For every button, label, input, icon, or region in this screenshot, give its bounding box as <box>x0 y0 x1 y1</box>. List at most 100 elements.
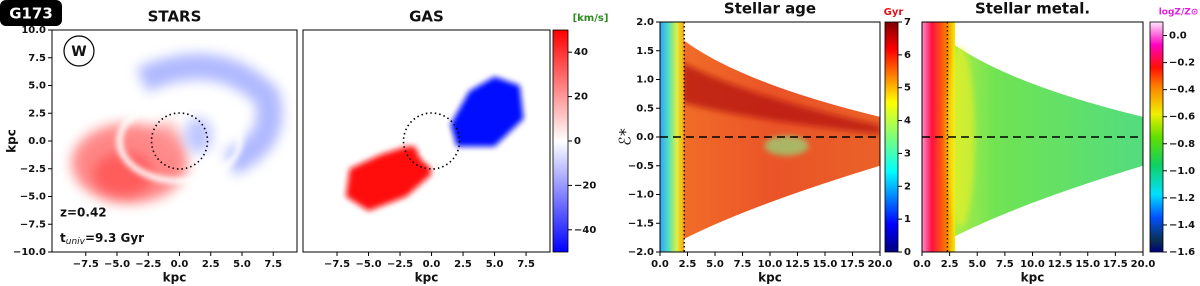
x-tick-label: 2.5 <box>454 259 472 270</box>
stars-blue-inner <box>184 117 213 154</box>
colorbar-tick-label: −1.6 <box>1169 247 1195 258</box>
colorbar-tick-label: 4 <box>904 116 911 127</box>
y-tick-label: 5.0 <box>28 81 46 92</box>
x-tick-label: 7.5 <box>996 259 1014 270</box>
map-layer <box>71 53 283 204</box>
x-axis-label: kpc <box>1021 271 1045 285</box>
y-tick-label: 0.0 <box>636 132 654 143</box>
colorbar-tick-label: 1 <box>904 214 911 225</box>
universe-age-part: univ <box>66 237 86 247</box>
colorbar-tick-label: −0.4 <box>1169 85 1195 96</box>
colorbar <box>1149 21 1164 253</box>
colorbar-tick-label: −20 <box>574 180 596 191</box>
x-tick-label: −5.0 <box>104 259 130 270</box>
axes-frame <box>302 29 551 253</box>
x-tick-label: 2.5 <box>202 259 220 270</box>
x-tick-label: 5.0 <box>968 259 986 270</box>
gas-white <box>415 117 448 165</box>
panel-title: GAS <box>409 8 444 26</box>
colorbar-tick-label: 40 <box>574 47 588 58</box>
x-tick-label: 5.0 <box>233 259 251 270</box>
x-tick-label: 20.0 <box>868 259 893 270</box>
y-tick-label: −2.0 <box>628 247 654 258</box>
colorbar-tick-label: −1.4 <box>1169 220 1195 231</box>
stars-white-ring <box>116 98 243 184</box>
badge-circle <box>63 35 95 67</box>
y-tick-label: 0.0 <box>28 136 46 147</box>
colorbar <box>552 29 569 253</box>
y-axis-label: kpc <box>5 129 19 153</box>
x-tick-label: 12.5 <box>785 259 810 270</box>
colorbar-tick-label: 3 <box>904 148 911 159</box>
redshift: z=0.42 <box>60 206 107 220</box>
y-tick-label: 10.0 <box>21 25 46 36</box>
colorbar <box>884 21 899 253</box>
universe-age-part: =9.3 Gyr <box>85 231 144 245</box>
colorbar-tick-label: 0 <box>574 136 581 147</box>
x-tick-label: 7.5 <box>734 259 752 270</box>
colorbar-tick-label: −40 <box>574 225 596 236</box>
y-tick-label: 0.5 <box>636 103 654 114</box>
y-tick-label: −5.0 <box>20 192 46 203</box>
y-tick-label: 1.5 <box>636 46 654 57</box>
x-axis-label: kpc <box>758 271 782 285</box>
x-tick-label: 10.0 <box>1020 259 1045 270</box>
age-green <box>764 135 809 156</box>
y-tick-label: −7.5 <box>20 219 46 230</box>
metal-yellow <box>946 47 975 227</box>
colorbar-tick-label: 7 <box>904 17 911 28</box>
universe-age: tuniv=9.3 Gyr <box>60 231 144 247</box>
y-tick-label: 2.5 <box>28 108 46 119</box>
colorbar-tick-label: 20 <box>574 92 588 103</box>
y-tick-label: −1.5 <box>628 218 654 229</box>
figure-label: G173 <box>9 5 53 23</box>
x-tick-label: −5.0 <box>355 259 381 270</box>
y-tick-label: 7.5 <box>28 53 46 64</box>
y-tick-label: 1.0 <box>636 75 654 86</box>
x-tick-label: 0.0 <box>171 259 189 270</box>
x-tick-label: −2.5 <box>135 259 161 270</box>
x-tick-label: 17.5 <box>1103 259 1128 270</box>
x-tick-label: 7.5 <box>517 259 535 270</box>
y-tick-label: −1.0 <box>628 190 654 201</box>
y-tick-label: −10.0 <box>13 247 46 258</box>
universe-age-part: t <box>60 231 66 245</box>
x-tick-label: 2.5 <box>679 259 697 270</box>
x-tick-label: 10.0 <box>758 259 783 270</box>
x-tick-label: 0.0 <box>913 259 931 270</box>
stars-red-inner <box>153 121 181 161</box>
y-tick-label: −2.5 <box>20 164 46 175</box>
x-tick-label: 7.5 <box>264 259 282 270</box>
x-tick-label: 5.0 <box>486 259 504 270</box>
colorbar-tick-label: −0.8 <box>1169 139 1195 150</box>
x-axis-label: kpc <box>415 271 439 285</box>
x-tick-label: 2.5 <box>941 259 959 270</box>
age-fan-top <box>682 62 880 135</box>
x-tick-label: 5.0 <box>706 259 724 270</box>
panel-title: Stellar metal. <box>975 0 1090 18</box>
aperture <box>402 112 461 170</box>
aperture <box>150 112 209 170</box>
x-tick-label: −7.5 <box>324 259 350 270</box>
panel-title: STARS <box>148 8 202 26</box>
x-tick-label: 0.0 <box>423 259 441 270</box>
x-tick-label: 0.0 <box>651 259 669 270</box>
gas-blue <box>450 76 524 147</box>
stars-blue-arc <box>136 53 283 176</box>
stars-red-core <box>93 152 154 197</box>
colorbar-label: [km/s] <box>573 13 609 24</box>
colorbar-tick-label: 5 <box>904 83 911 94</box>
x-tick-label: 12.5 <box>1048 259 1073 270</box>
figure-label-box <box>0 0 62 26</box>
x-axis-label: kpc <box>163 271 187 285</box>
colorbar-tick-label: 0 <box>904 247 911 258</box>
y-axis-label: ℰ* <box>616 128 635 146</box>
badge: W <box>71 44 86 60</box>
x-tick-label: 20.0 <box>1131 259 1156 270</box>
gas-red <box>345 146 432 211</box>
colorbar-tick-label: 6 <box>904 50 911 61</box>
colorbar-label: logZ/Z⊙ <box>1159 8 1199 18</box>
colorbar-tick-label: 2 <box>904 181 911 192</box>
map-layer <box>660 22 880 252</box>
x-tick-label: −7.5 <box>73 259 99 270</box>
